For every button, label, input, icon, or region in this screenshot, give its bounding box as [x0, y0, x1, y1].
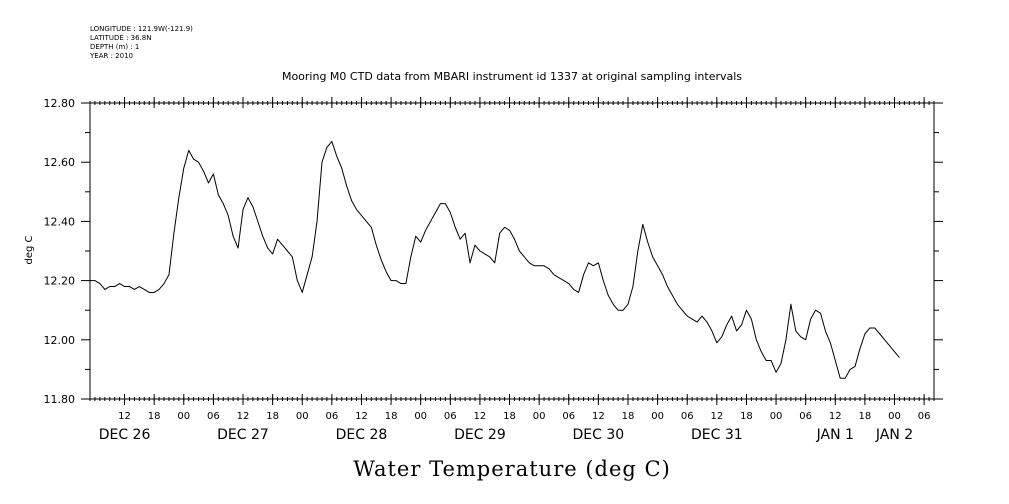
x-hour-tick-label: 18 [385, 411, 398, 422]
x-hour-tick-label: 00 [296, 411, 309, 422]
metadata-line-longitude: LONGITUDE : 121.9W(-121.9) [90, 25, 193, 33]
y-tick-label: 12.00 [44, 334, 76, 347]
x-hour-tick-label: 18 [148, 411, 161, 422]
y-tick-label: 12.80 [44, 97, 76, 110]
x-day-label: DEC 30 [573, 427, 625, 443]
metadata-line-latitude: LATITUDE : 36.8N [90, 34, 152, 42]
x-hour-tick-label: 00 [177, 411, 190, 422]
x-day-label: DEC 28 [336, 427, 388, 443]
y-axis-label: deg C [24, 235, 35, 264]
x-hour-tick-label: 00 [414, 411, 427, 422]
metadata-block: LONGITUDE : 121.9W(-121.9) LATITUDE : 36… [89, 25, 193, 60]
y-tick-label: 12.60 [44, 156, 76, 169]
x-day-label: DEC 29 [454, 427, 506, 443]
temperature-series-line [90, 140, 900, 379]
plot-frame [89, 102, 935, 400]
x-hour-tick-label: 12 [592, 411, 605, 422]
x-hour-tick-label: 06 [918, 411, 931, 422]
y-tick-labels: 12.80 12.60 12.40 12.20 12.00 11.80 [44, 97, 76, 406]
x-hour-tick-label: 18 [266, 411, 279, 422]
x-hour-tick-label: 06 [325, 411, 338, 422]
x-hour-tick-label: 06 [681, 411, 694, 422]
axis-ticks [81, 97, 943, 405]
x-hour-tick-label: 06 [799, 411, 812, 422]
x-hour-tick-label: 00 [888, 411, 901, 422]
y-tick-label: 12.40 [44, 215, 76, 228]
x-day-label: JAN 1 [816, 427, 854, 443]
x-day-label: DEC 31 [691, 427, 743, 443]
series-layer [90, 140, 900, 379]
x-day-label: JAN 2 [875, 427, 913, 443]
y-tick-label: 11.80 [44, 393, 76, 406]
x-hour-tick-label: 18 [622, 411, 635, 422]
y-tick-label: 12.20 [44, 275, 76, 288]
x-hour-tick-label: 12 [474, 411, 487, 422]
x-hour-tick-label: 12 [237, 411, 250, 422]
x-hour-tick-label: 18 [859, 411, 872, 422]
x-day-label: DEC 26 [99, 427, 151, 443]
x-tick-labels: 12 18 00 06 12 18 00 06 12 18 00 06 12 18 00 06 12 18 00 06… [99, 411, 931, 443]
x-hour-tick-label: 00 [533, 411, 546, 422]
chart-title: Mooring M0 CTD data from MBARI instrumen… [282, 70, 742, 83]
x-hour-tick-label: 06 [207, 411, 220, 422]
x-hour-tick-label: 06 [562, 411, 575, 422]
x-hour-tick-label: 12 [710, 411, 723, 422]
x-hour-tick-label: 18 [740, 411, 753, 422]
x-hour-tick-label: 12 [355, 411, 368, 422]
x-hour-tick-label: 00 [770, 411, 783, 422]
x-hour-tick-label: 12 [829, 411, 842, 422]
x-hour-tick-label: 00 [651, 411, 664, 422]
x-day-label: DEC 27 [217, 427, 269, 443]
x-hour-tick-label: 18 [503, 411, 516, 422]
metadata-line-depth: DEPTH (m) : 1 [90, 43, 139, 51]
x-hour-tick-label: 12 [118, 411, 131, 422]
metadata-line-year: YEAR : 2010 [89, 52, 133, 60]
x-axis-label: Water Temperature (deg C) [353, 457, 671, 481]
x-hour-tick-label: 06 [444, 411, 457, 422]
